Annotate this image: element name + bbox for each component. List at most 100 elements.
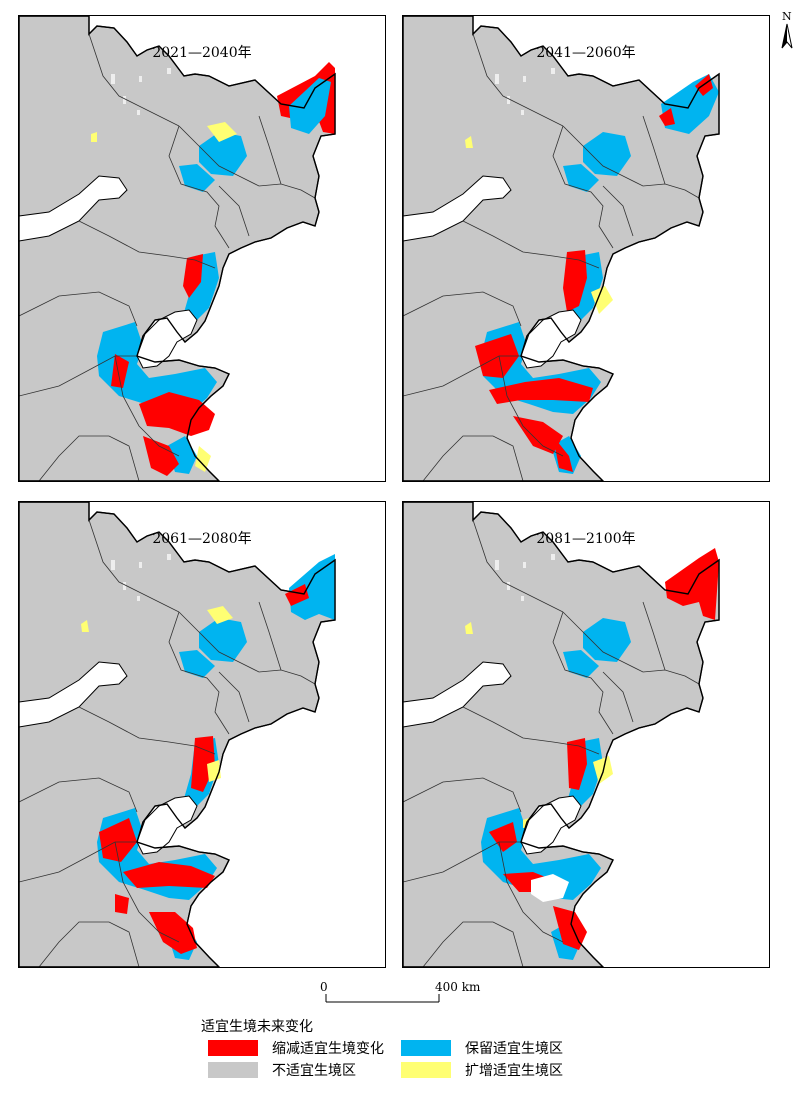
- sea-area: [403, 661, 512, 728]
- province-border: [562, 125, 700, 199]
- habitat-patch-retained: [567, 738, 603, 808]
- lake-patches: [495, 68, 555, 115]
- habitat-patch-expanded: [465, 136, 473, 148]
- habitat-patch-expanded: [465, 622, 473, 634]
- habitat-patch-retained: [179, 650, 215, 678]
- legend-swatch-retained: [401, 1040, 451, 1056]
- province-border: [258, 601, 282, 671]
- white-patch: [531, 874, 569, 902]
- sea-area: [403, 175, 512, 242]
- habitat-patch-reduced: [475, 334, 519, 378]
- scale-start-label: 0: [320, 980, 328, 994]
- habitat-patch-retained: [183, 252, 219, 322]
- sea-area: [19, 661, 128, 728]
- province-border: [218, 671, 250, 723]
- habitat-patch-retained: [199, 132, 247, 176]
- province-border: [472, 33, 564, 127]
- habitat-patch-reduced: [553, 436, 573, 472]
- province-border: [403, 355, 521, 397]
- habitat-patch-retained: [563, 650, 599, 678]
- province-border: [78, 220, 216, 269]
- legend-item-expanded: 扩增适宜生境区: [401, 1061, 563, 1079]
- habitat-patch-retained: [179, 164, 215, 192]
- province-border: [472, 519, 564, 613]
- province-border: [602, 671, 634, 723]
- bohai-gulf: [520, 795, 582, 855]
- province-border: [552, 125, 614, 249]
- bohai-gulf: [520, 309, 582, 369]
- province-border: [403, 291, 522, 327]
- habitat-patch-reduced: [99, 818, 137, 862]
- map-canvas: [19, 502, 336, 967]
- habitat-patch-reduced: [665, 548, 719, 620]
- province-border: [562, 611, 700, 685]
- legend-swatch-unsuitable: [208, 1062, 258, 1078]
- habitat-patch-retained: [563, 164, 599, 192]
- legend-title: 适宜生境未来变化: [201, 1019, 313, 1035]
- habitat-patch-reduced: [111, 354, 129, 388]
- map-panel-2081-2100: 2081—2100年: [402, 501, 770, 968]
- habitat-patch-reduced: [139, 392, 215, 436]
- habitat-patch-reduced: [143, 436, 179, 476]
- legend-item-unsuitable: 不适宜生境区: [208, 1061, 356, 1079]
- province-border: [78, 706, 216, 755]
- lake-patches: [495, 554, 555, 601]
- province-border: [178, 125, 316, 199]
- sea-area: [19, 175, 128, 242]
- lake-patches: [111, 68, 171, 115]
- habitat-patch-retained: [199, 618, 247, 662]
- north-arrow-label: N: [782, 10, 792, 23]
- province-border: [19, 355, 137, 397]
- coastline: [19, 502, 336, 967]
- legend-label: 扩增适宜生境区: [465, 1063, 563, 1079]
- habitat-patch-expanded: [195, 446, 211, 472]
- legend-swatch-expanded: [401, 1062, 451, 1078]
- province-border: [642, 601, 666, 671]
- habitat-patch-reduced: [183, 254, 203, 298]
- lake-patches: [111, 554, 171, 601]
- province-border: [38, 435, 140, 481]
- north-arrow-icon: [781, 23, 793, 49]
- habitat-patch-expanded: [207, 606, 233, 624]
- panel-title: 2041—2060年: [536, 45, 636, 61]
- legend-item-retained: 保留适宜生境区: [401, 1039, 563, 1057]
- legend-item-reduced: 缩减适宜生境变化: [208, 1039, 384, 1057]
- province-border: [403, 841, 521, 883]
- coastline: [403, 502, 720, 967]
- province-border: [498, 841, 564, 943]
- habitat-patch-reduced: [553, 906, 587, 950]
- habitat-patch-expanded: [81, 620, 89, 632]
- map-canvas: [403, 502, 720, 967]
- habitat-patch-reduced: [567, 738, 587, 790]
- habitat-patch-reduced: [513, 416, 563, 454]
- panel-title: 2061—2080年: [152, 531, 252, 547]
- map-panel-2041-2060: 2041—2060年: [402, 15, 770, 482]
- habitat-patch-reduced: [563, 250, 587, 312]
- scale-bar: [325, 994, 440, 1003]
- province-border: [19, 777, 138, 813]
- legend-label: 不适宜生境区: [272, 1063, 356, 1079]
- map-canvas: [19, 16, 336, 481]
- bohai-gulf: [136, 795, 198, 855]
- province-border: [19, 841, 137, 883]
- map-canvas: [403, 16, 720, 481]
- habitat-patch-retained: [289, 78, 331, 134]
- panel-title: 2021—2040年: [152, 45, 252, 61]
- province-border: [258, 115, 282, 185]
- province-border: [498, 355, 564, 457]
- province-border: [642, 115, 666, 185]
- province-border: [88, 519, 180, 613]
- legend-label: 缩减适宜生境变化: [272, 1041, 384, 1057]
- province-border: [178, 611, 316, 685]
- habitat-patch-reduced: [659, 108, 675, 126]
- province-border: [422, 921, 524, 967]
- coastline: [19, 16, 336, 481]
- legend-swatch-reduced: [208, 1040, 258, 1056]
- habitat-patch-reduced: [285, 584, 309, 606]
- habitat-patch-retained: [583, 132, 631, 176]
- habitat-patch-reduced: [123, 862, 215, 888]
- habitat-patch-expanded: [591, 286, 613, 314]
- province-border: [88, 33, 180, 127]
- province-border: [168, 611, 230, 735]
- habitat-patch-retained: [289, 554, 335, 620]
